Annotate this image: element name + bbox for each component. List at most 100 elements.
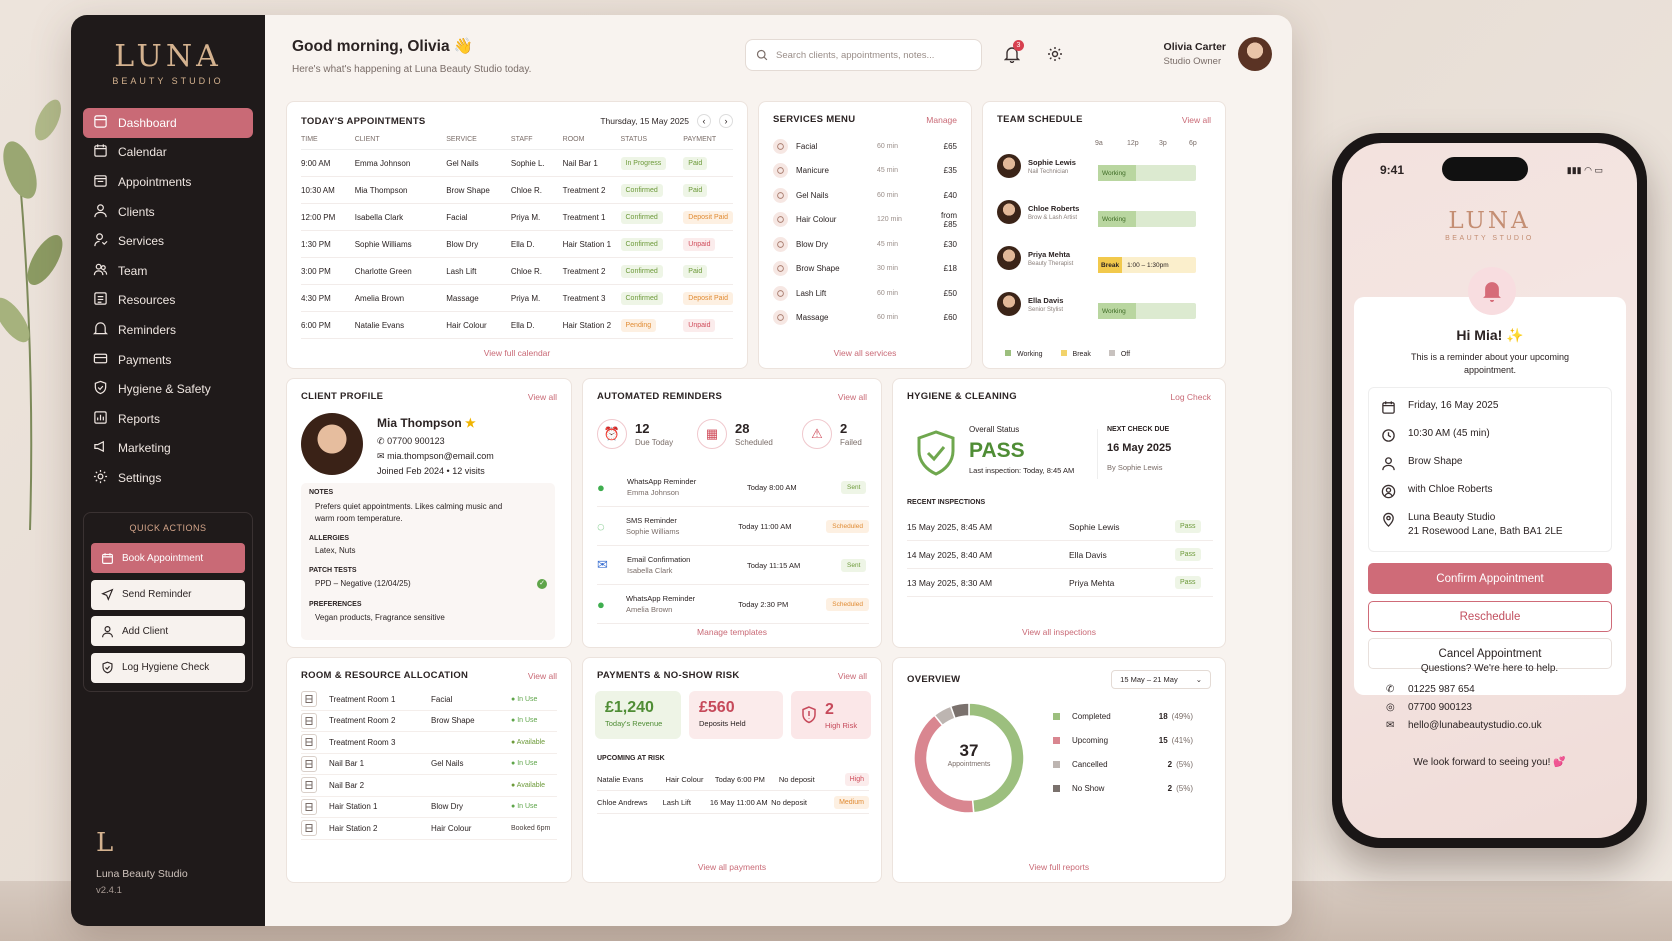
view-all-payments-footer[interactable]: View all payments: [697, 862, 767, 872]
sidebar-item-settings[interactable]: Settings: [83, 463, 253, 493]
team-member-row[interactable]: Chloe Roberts Brow & Lash Artist: [997, 200, 1207, 224]
room-row[interactable]: Treatment Room 2 Brow Shape ● In Use: [301, 711, 557, 732]
date-range-select[interactable]: 15 May – 21 May ⌄: [1111, 670, 1211, 689]
table-row[interactable]: 1:30 PM Sophie Williams Blow Dry Ella D. Hai…: [301, 230, 733, 258]
risk-row[interactable]: Natalie Evans Hair Colour Today 6:00 PM No …: [597, 768, 869, 791]
book-appointment-button[interactable]: Book Appointment: [91, 543, 245, 573]
table-row[interactable]: 12:00 PM Isabella Clark Facial Priya M. Trea…: [301, 203, 733, 231]
break-block: Break: [1098, 257, 1123, 273]
room-row[interactable]: Hair Station 2 Hair Colour Booked 6pm: [301, 818, 557, 840]
room-row[interactable]: Treatment Room 1 Facial ● In Use: [301, 689, 557, 711]
sidebar-item-marketing[interactable]: Marketing: [83, 434, 253, 464]
manage-templates-link[interactable]: Manage templates: [697, 627, 767, 637]
view-all-services-link[interactable]: View all services: [833, 348, 897, 358]
send-reminder-button[interactable]: Send Reminder: [91, 579, 245, 610]
contact-phone-2[interactable]: ◎ 07700 900123: [1386, 699, 1542, 717]
reminders-title: AUTOMATED REMINDERS: [597, 391, 723, 402]
sidebar-item-resources[interactable]: Resources: [83, 286, 253, 316]
column-header: SERVICE: [446, 128, 511, 150]
contact-phone-1[interactable]: ✆ 01225 987 654: [1386, 681, 1542, 699]
sidebar-item-appointments[interactable]: Appointments: [83, 167, 253, 197]
prev-day-button[interactable]: ‹: [697, 114, 711, 128]
table-cell: Lash Lift: [446, 257, 511, 285]
log-check-link[interactable]: Log Check: [1170, 391, 1211, 402]
table-row[interactable]: 4:30 PM Amelia Brown Massage Priya M. Treatm…: [301, 284, 733, 312]
confirm-appointment-button[interactable]: Confirm Appointment: [1368, 563, 1612, 594]
reminder-time: Today 2:30 PM: [738, 599, 789, 609]
contact-email[interactable]: ✉ hello@lunabeautystudio.co.uk: [1386, 717, 1542, 735]
room-row[interactable]: Treatment Room 3 ● Available: [301, 732, 557, 754]
sidebar-item-reminders[interactable]: Reminders: [83, 315, 253, 345]
search-input[interactable]: Search clients, appointments, notes...: [745, 39, 982, 71]
view-all-clients-link[interactable]: View all: [527, 391, 557, 402]
cell-text: Gel Nails: [446, 158, 479, 168]
table-row[interactable]: 9:00 AM Emma Johnson Gel Nails Sophie L. Nai…: [301, 149, 733, 177]
list-item[interactable]: Manicure 45 min £35: [773, 159, 957, 184]
list-item[interactable]: Brow Shape 30 min £18: [773, 257, 957, 282]
user-menu[interactable]: Olivia Carter Studio Owner: [1164, 37, 1272, 71]
add-client-button[interactable]: Add Client: [91, 616, 245, 646]
team-member-row[interactable]: Sophie Lewis Nail Technician: [997, 154, 1207, 178]
next-day-button[interactable]: ›: [719, 114, 733, 128]
inspection-row[interactable]: 13 May 2025, 8:30 AM Priya Mehta Pass: [907, 569, 1213, 597]
team-member-row[interactable]: Ella Davis Senior Stylist: [997, 292, 1207, 316]
sidebar-item-services[interactable]: Services: [83, 226, 253, 256]
detail-date: Friday, 16 May 2025: [1381, 394, 1599, 422]
settings-button[interactable]: [1047, 46, 1063, 67]
notifications-button[interactable]: 3: [1003, 40, 1024, 68]
view-full-reports-link[interactable]: View full reports: [1028, 862, 1090, 872]
table-cell: Treatment 1: [562, 203, 621, 231]
room-status-text: In Use: [517, 695, 538, 703]
table-cell: 10:30 AM: [301, 176, 355, 204]
manage-services-link[interactable]: Manage: [926, 114, 957, 125]
table-row[interactable]: 10:30 AM Mia Thompson Brow Shape Chloe R. Tr…: [301, 176, 733, 204]
stat-text: 2 Failed: [840, 421, 862, 447]
sidebar-item-reports[interactable]: Reports: [83, 404, 253, 434]
sidebar-item-team[interactable]: Team: [83, 256, 253, 286]
table-row[interactable]: 3:00 PM Charlotte Green Lash Lift Chloe R. T…: [301, 257, 733, 285]
view-all-reminders-link[interactable]: View all: [837, 391, 867, 402]
view-all-payments-link[interactable]: View all: [837, 670, 867, 681]
team-member-row[interactable]: Priya Mehta Beauty Therapist: [997, 246, 1207, 270]
reminder-row[interactable]: ● WhatsApp Reminder Emma Johnson Today 8:00…: [597, 468, 869, 507]
risk-row[interactable]: Chloe Andrews Lash Lift 16 May 11:00 AM No …: [597, 791, 869, 814]
room-icon: [301, 777, 317, 794]
reschedule-button[interactable]: Reschedule: [1368, 601, 1612, 632]
sidebar-item-payments[interactable]: Payments: [83, 345, 253, 375]
sidebar-item-hygiene-safety[interactable]: Hygiene & Safety: [83, 374, 253, 404]
room-row[interactable]: Nail Bar 1 Gel Nails ● In Use: [301, 754, 557, 775]
sidebar-item-calendar[interactable]: Calendar: [83, 138, 253, 168]
table-row[interactable]: 6:00 PM Natalie Evans Hair Colour Ella D. Ha…: [301, 311, 733, 339]
inspection-row[interactable]: 14 May 2025, 8:40 AM Ella Davis Pass: [907, 541, 1213, 569]
reminder-row[interactable]: ● WhatsApp Reminder Amelia Brown Today 2:30…: [597, 585, 869, 624]
shield-icon: [102, 661, 113, 674]
table-cell: Paid: [683, 149, 733, 177]
donut-slice-no-show[interactable]: [949, 702, 970, 720]
inspection-row[interactable]: 15 May 2025, 8:45 AM Sophie Lewis Pass: [907, 513, 1213, 541]
reminders-card: AUTOMATED REMINDERS View all ⏰ 12 Due Today…: [582, 378, 882, 648]
view-all-inspections-link[interactable]: View all inspections: [1021, 627, 1097, 637]
cell-text: Hair Station 2: [562, 320, 612, 330]
room-row[interactable]: Nail Bar 2 ● Available: [301, 775, 557, 797]
view-full-calendar-link[interactable]: View full calendar: [483, 348, 551, 358]
list-item[interactable]: Facial 60 min £65: [773, 134, 957, 159]
phone-icon: ✆: [377, 436, 385, 446]
avatar: [997, 200, 1021, 224]
log-hygiene-check-button[interactable]: Log Hygiene Check: [91, 652, 245, 683]
list-item[interactable]: Massage 60 min £60: [773, 306, 957, 331]
calendar-icon: [1382, 401, 1395, 414]
view-all-team-link[interactable]: View all: [1181, 114, 1211, 125]
room-row[interactable]: Hair Station 1 Blow Dry ● In Use: [301, 797, 557, 818]
cancel-appointment-button[interactable]: Cancel Appointment: [1368, 638, 1612, 669]
avatar: [997, 292, 1021, 316]
list-item[interactable]: Blow Dry 45 min £30: [773, 232, 957, 257]
sidebar-item-dashboard[interactable]: Dashboard: [83, 108, 253, 138]
list-item[interactable]: Lash Lift 60 min £50: [773, 281, 957, 306]
list-item[interactable]: Hair Colour 120 min from £85: [773, 208, 957, 233]
reminder-row[interactable]: ◌ SMS Reminder Sophie Williams Today 11:00 …: [597, 507, 869, 546]
list-item[interactable]: Gel Nails 60 min £40: [773, 183, 957, 208]
sidebar-item-clients[interactable]: Clients: [83, 197, 253, 227]
view-all-rooms-link[interactable]: View all: [527, 670, 557, 681]
avatar: [997, 246, 1021, 270]
reminder-row[interactable]: ✉ Email Confirmation Isabella Clark Today 1…: [597, 546, 869, 585]
